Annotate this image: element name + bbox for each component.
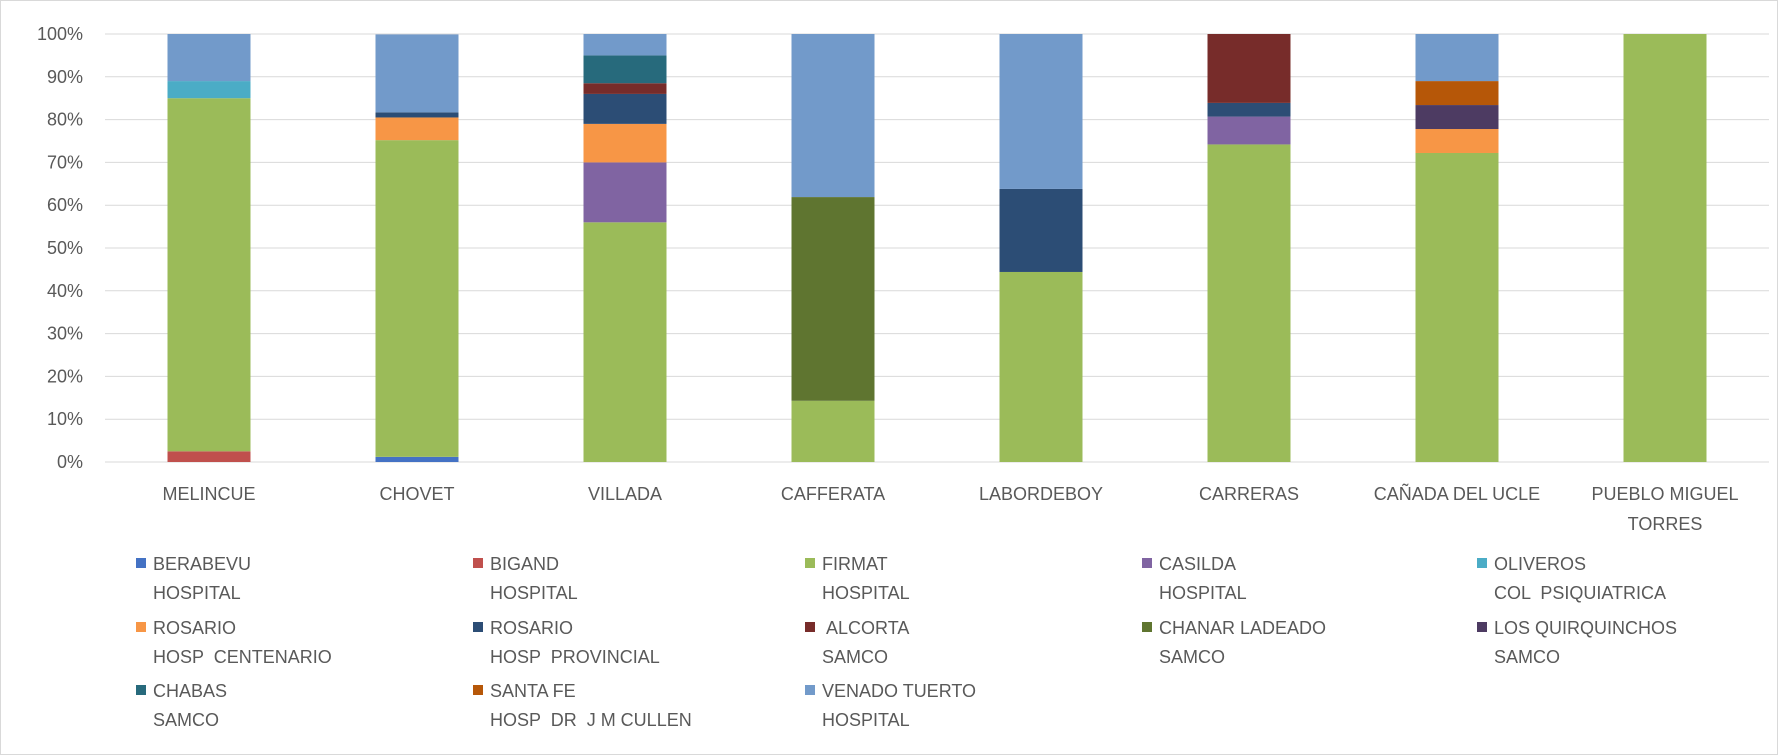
legend-swatch bbox=[136, 685, 146, 695]
y-tick-label: 90% bbox=[47, 67, 83, 87]
x-tick-label: CAÑADA DEL UCLE bbox=[1374, 483, 1540, 504]
bar-segment bbox=[791, 197, 875, 401]
x-tick-label: VILLADA bbox=[588, 484, 662, 504]
legend-swatch bbox=[1142, 558, 1152, 568]
bar-segment bbox=[167, 34, 251, 82]
bar-segment bbox=[375, 456, 459, 462]
x-tick-label: LABORDEBOY bbox=[979, 484, 1103, 504]
bar-segment bbox=[583, 123, 667, 163]
bar-segment bbox=[583, 93, 667, 124]
bar-segment bbox=[1207, 144, 1291, 462]
x-tick-label: CAFFERATA bbox=[781, 484, 885, 504]
x-tick-label: PUEBLO MIGUEL TORRES bbox=[1591, 484, 1738, 534]
y-tick-label: 0% bbox=[57, 452, 83, 472]
legend-swatch bbox=[805, 685, 815, 695]
y-tick-label: 30% bbox=[47, 324, 83, 344]
bar-segment bbox=[167, 451, 251, 462]
bar-segment bbox=[1207, 102, 1291, 117]
bar-segment bbox=[1207, 116, 1291, 145]
x-tick-label: CARRERAS bbox=[1199, 484, 1299, 504]
legend-swatch bbox=[1477, 622, 1487, 632]
y-tick-label: 100% bbox=[37, 24, 83, 44]
x-tick-label: CHOVET bbox=[379, 484, 454, 504]
bar-segment bbox=[999, 34, 1083, 189]
legend-swatch bbox=[136, 558, 146, 568]
legend-label: FIRMAT HOSPITAL bbox=[822, 554, 910, 603]
bar-segment bbox=[375, 140, 459, 457]
y-tick-label: 20% bbox=[47, 366, 83, 386]
bar-segment bbox=[1623, 34, 1707, 462]
bar-segment bbox=[791, 400, 875, 462]
legend-label: LOS QUIRQUINCHOS SAMCO bbox=[1494, 618, 1677, 667]
bar-segment bbox=[999, 271, 1083, 462]
legend-swatch bbox=[1477, 558, 1487, 568]
legend-swatch bbox=[805, 558, 815, 568]
y-tick-label: 40% bbox=[47, 281, 83, 301]
legend-label: ROSARIO HOSP CENTENARIO bbox=[153, 618, 332, 667]
bar-segment bbox=[791, 34, 875, 198]
legend-label: BIGAND HOSPITAL bbox=[490, 554, 578, 603]
legend-swatch bbox=[473, 685, 483, 695]
bar-segment bbox=[1415, 129, 1499, 153]
bar-segment bbox=[583, 222, 667, 462]
bar-segment bbox=[375, 34, 459, 113]
y-tick-label: 70% bbox=[47, 152, 83, 172]
bar-segment bbox=[1415, 105, 1499, 130]
y-tick-label: 50% bbox=[47, 238, 83, 258]
legend-label: ROSARIO HOSP PROVINCIAL bbox=[490, 618, 660, 667]
bar-segment bbox=[167, 81, 251, 99]
legend-label: CHABAS SAMCO bbox=[153, 681, 227, 730]
legend-label: OLIVEROS COL PSIQUIATRICA bbox=[1494, 554, 1666, 603]
y-tick-label: 80% bbox=[47, 110, 83, 130]
x-tick-label: MELINCUE bbox=[162, 484, 255, 504]
bar-segment bbox=[1415, 152, 1499, 462]
bar-segment bbox=[583, 34, 667, 56]
y-tick-label: 10% bbox=[47, 409, 83, 429]
bar-segment bbox=[583, 55, 667, 84]
bar-segment bbox=[167, 98, 251, 452]
legend-swatch bbox=[1142, 622, 1152, 632]
bar-segment bbox=[1415, 81, 1499, 106]
bar-segment bbox=[1415, 34, 1499, 82]
legend-label: VENADO TUERTO HOSPITAL bbox=[822, 681, 976, 730]
legend-swatch bbox=[473, 558, 483, 568]
bar-segment bbox=[583, 83, 667, 94]
bar-segment bbox=[1207, 34, 1291, 103]
y-tick-label: 60% bbox=[47, 195, 83, 215]
legend-swatch bbox=[473, 622, 483, 632]
bar-segment bbox=[375, 117, 459, 141]
bar-segment bbox=[999, 188, 1083, 272]
legend-label: ALCORTA SAMCO bbox=[822, 618, 909, 667]
legend-label: BERABEVU HOSPITAL bbox=[153, 554, 251, 603]
bar-segment bbox=[375, 112, 459, 118]
legend-label: SANTA FE HOSP DR J M CULLEN bbox=[490, 681, 692, 730]
legend-swatch bbox=[136, 622, 146, 632]
legend-swatch bbox=[805, 622, 815, 632]
legend-label: CHANAR LADEADO SAMCO bbox=[1159, 618, 1326, 667]
bar-segment bbox=[583, 162, 667, 223]
legend-label: CASILDA HOSPITAL bbox=[1159, 554, 1247, 603]
